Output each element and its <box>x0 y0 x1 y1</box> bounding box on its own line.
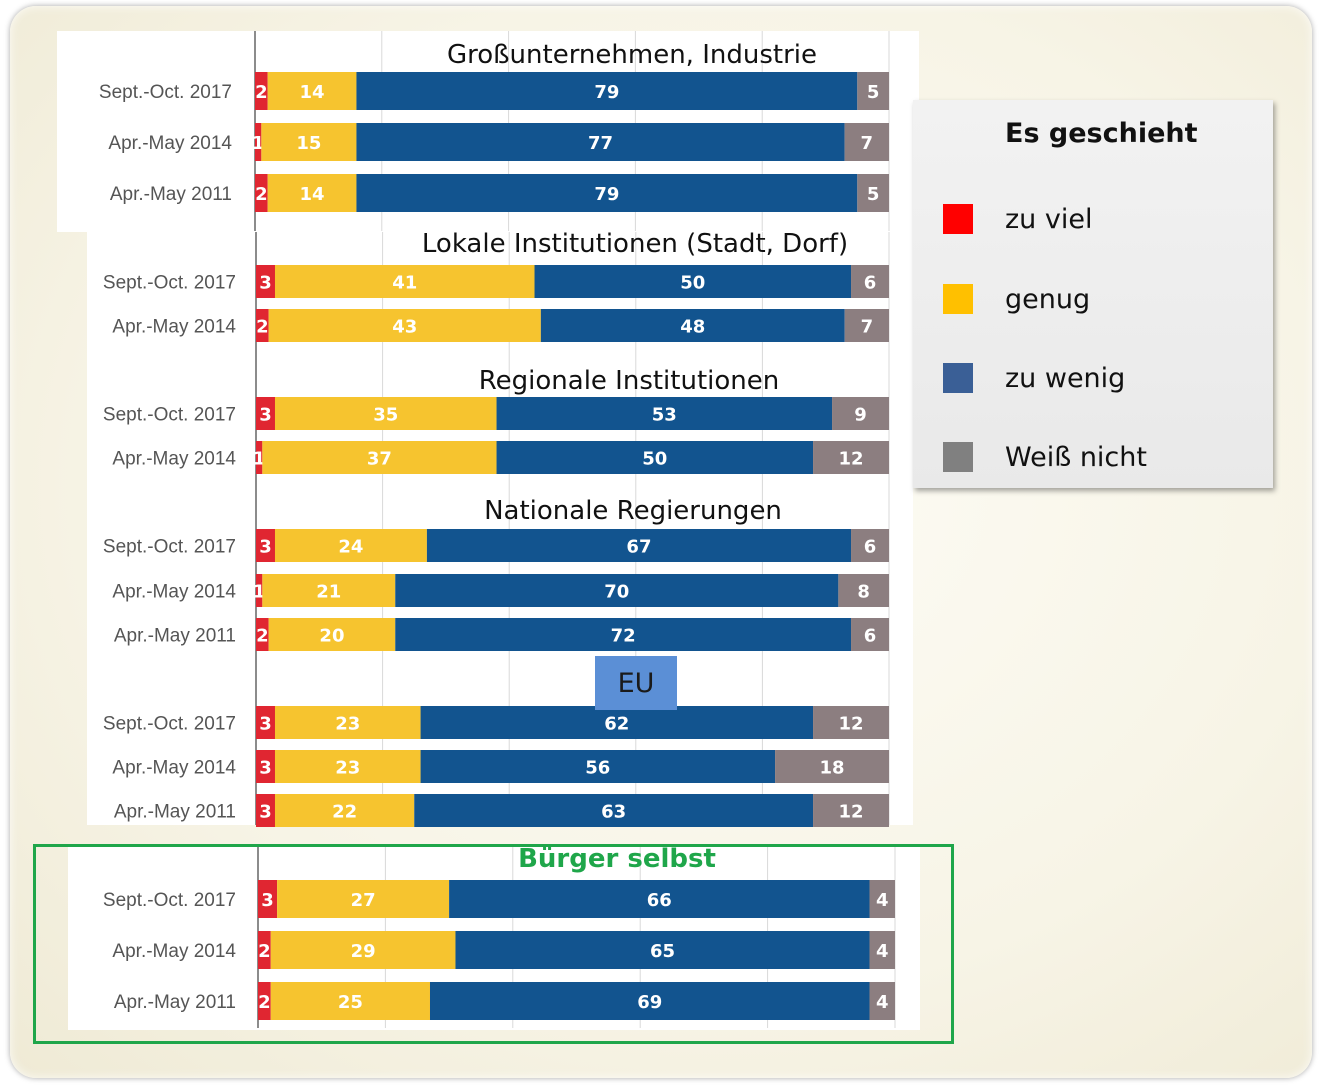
legend-swatch-weiss-nicht <box>943 442 973 472</box>
row-label: Apr.-May 2011 <box>114 626 236 647</box>
data-label: 72 <box>611 626 636 647</box>
legend-label: genug <box>1005 284 1090 315</box>
data-label: 56 <box>585 758 610 779</box>
group-title-eu: EU <box>595 656 677 710</box>
data-label: 6 <box>864 537 877 558</box>
group-title-regionale: Regionale Institutionen <box>479 366 780 396</box>
data-label: 50 <box>642 449 667 470</box>
data-label: 5 <box>867 82 880 103</box>
data-label: 24 <box>338 537 363 558</box>
row-label: Apr.-May 2011 <box>114 802 236 823</box>
row-label: Apr.-May 2011 <box>110 184 232 205</box>
data-label: 6 <box>864 626 877 647</box>
data-label: 18 <box>819 758 844 779</box>
data-label: 2 <box>255 82 268 103</box>
data-label: 12 <box>838 714 863 735</box>
row-label: Apr.-May 2014 <box>108 133 232 154</box>
row-label: Sept.-Oct. 2017 <box>103 273 236 294</box>
data-label: 15 <box>296 133 321 154</box>
data-label: 12 <box>838 449 863 470</box>
data-label: 41 <box>392 273 417 294</box>
data-label: 7 <box>861 317 874 338</box>
data-label: 79 <box>594 82 619 103</box>
legend-title: Es geschieht <box>1005 118 1198 149</box>
data-label: 3 <box>259 273 272 294</box>
data-label: 50 <box>680 273 705 294</box>
data-label: 20 <box>319 626 344 647</box>
data-label: 9 <box>854 405 867 426</box>
data-label: 3 <box>259 405 272 426</box>
data-label: 3 <box>259 537 272 558</box>
data-label: 23 <box>335 714 360 735</box>
data-label: 63 <box>601 802 626 823</box>
row-label: Sept.-Oct. 2017 <box>103 537 236 558</box>
highlight-frame-buerger <box>33 844 954 1044</box>
data-label: 67 <box>626 537 651 558</box>
data-label: 7 <box>861 133 874 154</box>
row-label: Sept.-Oct. 2017 <box>99 82 232 103</box>
legend-swatch-zu-wenig <box>943 363 973 393</box>
legend-item-zu-wenig: zu wenig <box>943 362 973 394</box>
legend-swatch-genug <box>943 284 973 314</box>
data-label: 3 <box>259 758 272 779</box>
legend-swatch-zu-viel <box>943 204 973 234</box>
data-label: 8 <box>857 582 870 603</box>
data-label: 2 <box>256 317 269 338</box>
legend: Es geschieht zu viel genug zu wenig Weiß… <box>913 100 1273 488</box>
data-label: 62 <box>604 714 629 735</box>
legend-label: Weiß nicht <box>1005 442 1147 473</box>
data-label: 22 <box>332 802 357 823</box>
legend-item-genug: genug <box>943 283 973 315</box>
data-label: 14 <box>300 184 325 205</box>
legend-label: zu viel <box>1005 204 1092 235</box>
data-label: 6 <box>864 273 877 294</box>
data-label: 77 <box>588 133 613 154</box>
data-label: 48 <box>680 317 705 338</box>
data-label: 23 <box>335 758 360 779</box>
data-label: 12 <box>838 802 863 823</box>
legend-item-zu-viel: zu viel <box>943 203 973 235</box>
legend-item-weiss-nicht: Weiß nicht <box>943 441 973 473</box>
data-label: 2 <box>256 626 269 647</box>
row-label: Apr.-May 2014 <box>112 582 236 603</box>
data-label: 37 <box>367 449 392 470</box>
data-label: 3 <box>259 714 272 735</box>
group-title-industrie: Großunternehmen, Industrie <box>447 40 817 70</box>
group-title-nationale: Nationale Regierungen <box>484 496 782 526</box>
legend-label: zu wenig <box>1005 363 1125 394</box>
row-label: Apr.-May 2014 <box>112 317 236 338</box>
data-label: 21 <box>316 582 341 603</box>
data-label: 5 <box>867 184 880 205</box>
row-label: Sept.-Oct. 2017 <box>103 714 236 735</box>
data-label: 14 <box>300 82 325 103</box>
row-label: Apr.-May 2014 <box>112 449 236 470</box>
row-label: Sept.-Oct. 2017 <box>103 405 236 426</box>
data-label: 43 <box>392 317 417 338</box>
data-label: 79 <box>594 184 619 205</box>
data-label: 53 <box>652 405 677 426</box>
data-label: 35 <box>373 405 398 426</box>
data-label: 2 <box>255 184 268 205</box>
group-title-lokale: Lokale Institutionen (Stadt, Dorf) <box>422 229 848 259</box>
data-label: 3 <box>259 802 272 823</box>
group-title-buerger: Bürger selbst <box>518 844 716 874</box>
row-label: Apr.-May 2014 <box>112 758 236 779</box>
data-label: 70 <box>604 582 629 603</box>
